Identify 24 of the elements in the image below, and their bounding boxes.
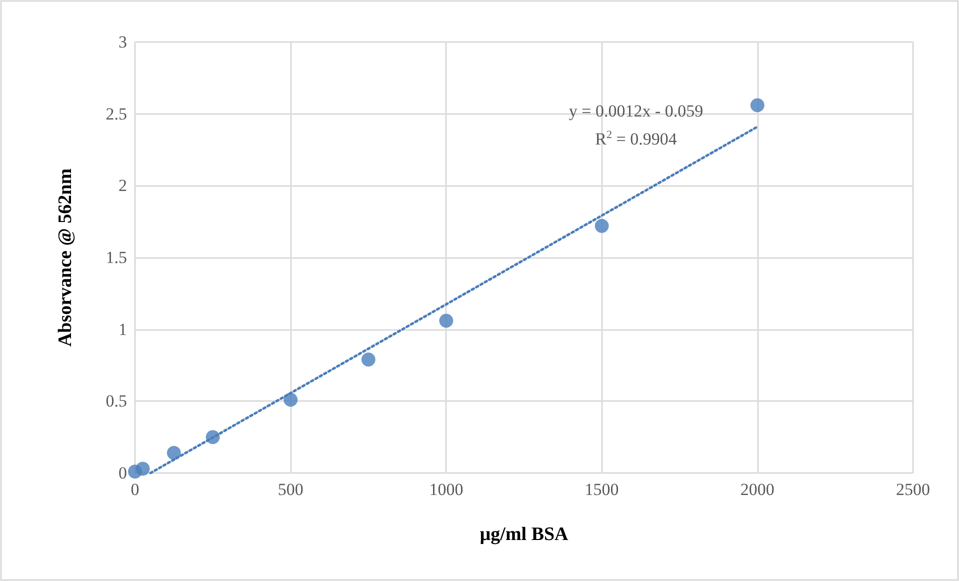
y-tick-label: 1.5 <box>106 248 127 267</box>
y-tick-label: 2.5 <box>106 104 127 124</box>
x-tick-label: 500 <box>278 480 304 499</box>
x-tick-label: 0 <box>130 480 140 499</box>
y-tick-label: 3 <box>118 32 127 52</box>
point <box>136 462 150 476</box>
point <box>750 98 764 112</box>
x-tick-label: 1000 <box>429 480 464 499</box>
x-axis-title: µg/ml BSA <box>480 524 569 545</box>
point <box>594 218 609 233</box>
y-axis-title: Absorvance @ 562nm <box>55 168 76 347</box>
annotation: y = 0.0012x - 0.059 <box>568 102 704 120</box>
y-tick-label: 0.5 <box>106 392 127 411</box>
y-tick-label: 0 <box>118 464 127 482</box>
x-tick-label: 2000 <box>740 480 774 499</box>
point <box>284 392 298 407</box>
y-tick-label: 1 <box>118 320 127 339</box>
x-tick-label: 1500 <box>584 480 619 499</box>
point <box>206 430 220 444</box>
point <box>166 446 181 460</box>
y-tick-label: 2 <box>118 176 127 196</box>
x-tick-label: 2500 <box>896 480 930 499</box>
point <box>439 314 454 328</box>
point <box>361 352 376 366</box>
